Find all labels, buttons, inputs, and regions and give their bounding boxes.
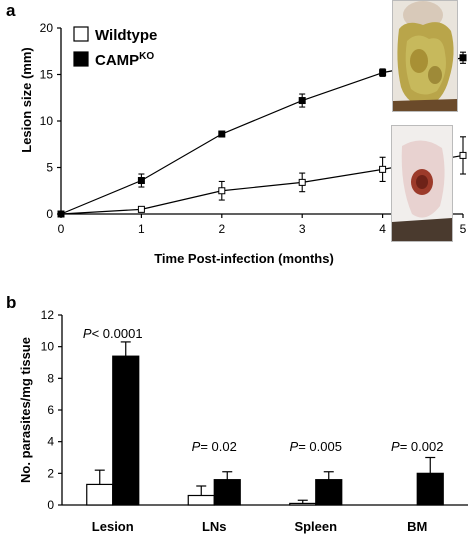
data-point-wildtype <box>459 151 467 159</box>
legend-label-wildtype: Wildtype <box>95 27 157 44</box>
y-tick-label: 5 <box>46 161 53 175</box>
data-point-campko <box>459 54 467 62</box>
y-tick-label: 8 <box>47 371 54 385</box>
p-value: = 0.002 <box>400 439 444 454</box>
y-tick-label: 20 <box>40 21 54 35</box>
p-value: < 0.0001 <box>92 326 143 341</box>
p-value-annotation: P= 0.005 <box>290 439 342 454</box>
parasite-burden-chart: No. parasites/mg tissue 0 2 4 6 8 10 12 Lesion P… <box>18 308 468 534</box>
legend: Wildtype CAMPKO <box>73 26 157 69</box>
category-label: LNs <box>202 519 227 534</box>
data-point-wildtype <box>379 165 387 173</box>
data-point-campko <box>137 177 145 185</box>
x-tick-label: 4 <box>379 222 386 236</box>
category-label: Lesion <box>92 519 134 534</box>
y-tick-label: 0 <box>47 498 54 512</box>
y-tick-label: 10 <box>41 340 55 354</box>
y-tick-label: 15 <box>40 68 54 82</box>
data-point-wildtype <box>218 187 226 195</box>
data-point-campko <box>298 97 306 105</box>
bar-campko <box>416 472 444 506</box>
chart-a-xlabel: Time Post-infection (months) <box>154 251 334 266</box>
lesion-photo-wildtype-image <box>392 126 452 241</box>
bar-wildtype <box>86 483 114 506</box>
legend-swatch-campko <box>73 51 89 67</box>
bar-wildtype <box>187 494 215 506</box>
y-tick-label: 4 <box>47 435 54 449</box>
lesion-photo-campko-image <box>393 1 457 111</box>
p-symbol: P <box>83 326 92 341</box>
bar-campko <box>315 479 343 506</box>
legend-label-campko: CAMPKO <box>95 51 154 69</box>
x-tick-label: 2 <box>218 222 225 236</box>
bar-campko <box>213 479 241 506</box>
data-point-wildtype <box>137 205 145 213</box>
p-value-annotation: P= 0.02 <box>192 439 237 454</box>
p-symbol: P <box>391 439 400 454</box>
y-tick-label: 0 <box>46 207 53 221</box>
lesion-photo-campko <box>392 0 458 112</box>
data-point-wildtype <box>298 178 306 186</box>
data-point-campko <box>57 210 65 218</box>
x-tick-label: 5 <box>460 222 467 236</box>
x-tick-label: 0 <box>58 222 65 236</box>
y-tick-label: 10 <box>40 114 54 128</box>
p-value: = 0.005 <box>298 439 342 454</box>
panel-b-label: b <box>6 293 16 312</box>
x-tick-label: 1 <box>138 222 145 236</box>
legend-superscript: KO <box>139 51 154 62</box>
bar-wildtype <box>289 502 317 506</box>
legend-swatch-wildtype <box>73 26 89 42</box>
lesion-photo-wildtype <box>391 125 453 242</box>
data-point-campko <box>379 69 387 77</box>
y-tick-label: 2 <box>47 466 54 480</box>
p-value: = 0.02 <box>200 439 237 454</box>
x-tick-label: 3 <box>299 222 306 236</box>
category-label: BM <box>407 519 427 534</box>
p-symbol: P <box>192 439 201 454</box>
y-tick-label: 12 <box>41 308 55 322</box>
p-symbol: P <box>290 439 299 454</box>
p-value-annotation: P= 0.002 <box>391 439 443 454</box>
p-value-annotation: P< 0.0001 <box>83 326 143 341</box>
chart-a-ylabel: Lesion size (mm) <box>19 47 34 152</box>
y-tick-label: 6 <box>47 403 54 417</box>
bar-campko <box>112 355 140 506</box>
data-point-campko <box>218 130 226 138</box>
legend-name: CAMP <box>95 52 139 69</box>
panel-a-label: a <box>6 1 16 20</box>
category-label: Spleen <box>294 519 337 534</box>
chart-b-ylabel: No. parasites/mg tissue <box>18 337 33 483</box>
